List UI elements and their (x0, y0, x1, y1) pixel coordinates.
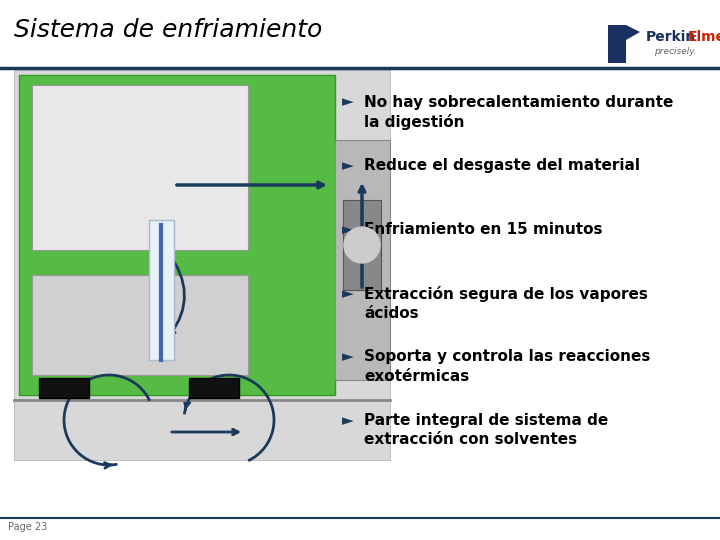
Text: ►: ► (342, 286, 354, 301)
Text: Reduce el desgaste del material: Reduce el desgaste del material (364, 158, 640, 173)
Text: Sistema de enfriamiento: Sistema de enfriamiento (14, 18, 323, 42)
Text: ►: ► (342, 222, 354, 237)
Text: ►: ► (342, 94, 354, 110)
FancyBboxPatch shape (608, 25, 626, 63)
FancyBboxPatch shape (335, 140, 390, 380)
Text: Extracción segura de los vapores
ácidos: Extracción segura de los vapores ácidos (364, 286, 648, 321)
FancyBboxPatch shape (343, 200, 381, 290)
Text: Page 23: Page 23 (8, 522, 48, 532)
Text: Parte integral de sistema de
extracción con solventes: Parte integral de sistema de extracción … (364, 413, 608, 447)
FancyBboxPatch shape (39, 378, 89, 398)
FancyBboxPatch shape (14, 70, 390, 460)
Circle shape (344, 227, 380, 263)
Text: Perkin: Perkin (646, 30, 696, 44)
FancyBboxPatch shape (19, 75, 335, 395)
Text: Elmer: Elmer (688, 30, 720, 44)
FancyBboxPatch shape (189, 378, 239, 398)
Text: precisely.: precisely. (654, 46, 697, 56)
Text: ►: ► (342, 413, 354, 428)
Text: Soporta y controla las reacciones
exotérmicas: Soporta y controla las reacciones exotér… (364, 349, 650, 383)
Text: ►: ► (342, 158, 354, 173)
Polygon shape (626, 25, 640, 40)
Text: Enfriamiento en 15 minutos: Enfriamiento en 15 minutos (364, 222, 603, 237)
FancyBboxPatch shape (149, 220, 174, 360)
FancyBboxPatch shape (32, 275, 248, 375)
FancyBboxPatch shape (32, 85, 248, 250)
Text: ►: ► (342, 349, 354, 364)
Text: No hay sobrecalentamiento durante
la digestión: No hay sobrecalentamiento durante la dig… (364, 94, 673, 130)
